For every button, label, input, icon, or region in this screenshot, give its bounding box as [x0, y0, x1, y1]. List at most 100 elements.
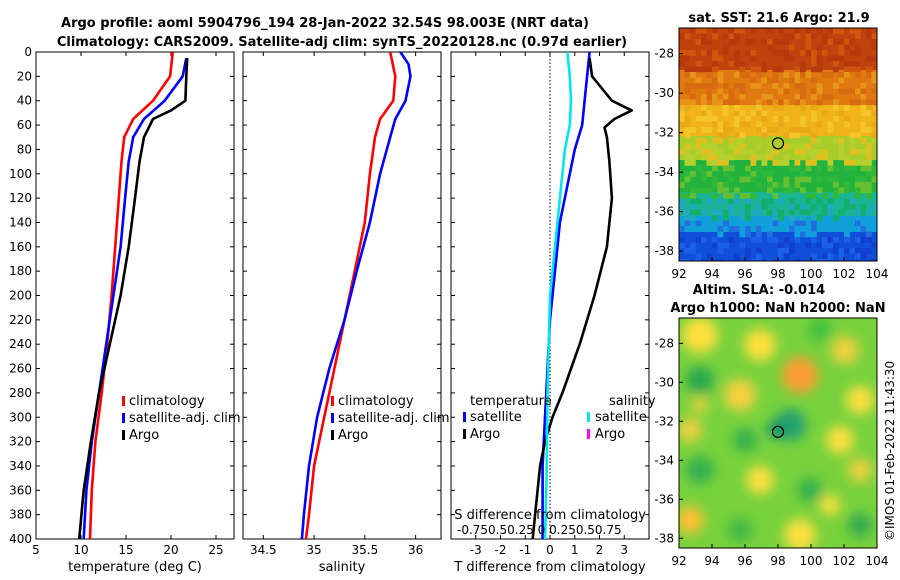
argo-float-marker — [771, 137, 785, 150]
sst-pixel — [816, 154, 823, 161]
sst-pixel — [783, 253, 790, 260]
sst-pixel — [679, 50, 685, 56]
sst-pixel — [772, 160, 779, 166]
sst-pixel — [811, 215, 817, 221]
sst-pixel — [734, 105, 740, 111]
sst-pixel — [794, 204, 801, 210]
sst-pixel — [838, 138, 845, 144]
depth-tick-label: 120 — [9, 191, 32, 205]
sst-pixel — [844, 105, 850, 111]
depth-tick-label: 40 — [17, 94, 32, 108]
x-tick-label: 20 — [163, 543, 178, 557]
sst-pixel — [712, 176, 718, 183]
sst-pixel — [860, 88, 867, 95]
sst-pixel — [816, 242, 823, 249]
sst-pixel — [679, 33, 685, 40]
sla-anomaly-blob — [848, 458, 872, 482]
x-tick-label: 35 — [306, 543, 321, 557]
sst-pixel — [695, 138, 702, 144]
sst-pixel — [866, 182, 872, 188]
sst-pixel — [805, 39, 812, 45]
lon-tick-label: 96 — [737, 267, 752, 281]
sst-pixel — [783, 50, 790, 56]
sst-pixel — [728, 198, 735, 205]
sst-pixel — [783, 99, 790, 106]
sst-pixel — [833, 66, 839, 73]
sst-pixel — [860, 83, 867, 89]
legend-label-climatology: climatology — [338, 394, 414, 409]
sst-pixel — [756, 154, 762, 161]
sst-pixel — [684, 83, 691, 89]
sst-pixel — [794, 182, 801, 188]
sst-pixel — [805, 28, 812, 34]
sst-pixel — [772, 50, 779, 56]
sst-pixel — [844, 231, 850, 238]
sst-pixel — [855, 187, 861, 194]
lon-tick-label: 100 — [800, 554, 823, 568]
sst-pixel — [701, 105, 707, 111]
x-tick-label: -2 — [495, 543, 507, 557]
lat-tick-label: -34 — [654, 165, 674, 179]
sst-pixel — [706, 160, 713, 166]
sst-pixel — [871, 121, 877, 128]
sst-pixel — [717, 209, 724, 216]
lon-tick-label: 96 — [737, 554, 752, 568]
sst-pixel — [855, 193, 861, 199]
sst-pixel — [684, 50, 691, 56]
sla-anomaly-blob — [808, 318, 832, 342]
sst-pixel — [756, 253, 762, 260]
lon-tick-label: 102 — [833, 554, 856, 568]
sst-pixel — [811, 110, 817, 117]
sst-pixel — [756, 209, 762, 216]
sst-pixel — [783, 55, 790, 62]
sla-anomaly-blob — [784, 519, 816, 548]
sst-pixel — [717, 121, 724, 128]
sst-lat-tick-labels: -28 -30 -32 -34 -36 -38 — [654, 47, 683, 258]
sst-pixel — [701, 171, 707, 177]
sst-pixel — [844, 39, 850, 45]
sst-pixel — [827, 160, 834, 166]
sst-pixel — [679, 110, 685, 117]
lon-tick-label: 94 — [704, 554, 719, 568]
sst-pixel — [844, 154, 850, 161]
sst-pixel — [778, 50, 784, 56]
sst-pixel — [690, 72, 696, 78]
salinity-tick-labels: 34.5 35 35.5 36 — [250, 52, 423, 557]
sla-anomaly-blob — [831, 336, 859, 364]
legend-swatch-argo — [463, 429, 466, 439]
sst-pixel — [712, 77, 718, 84]
sst-pixel — [717, 132, 724, 139]
sst-pixel — [871, 110, 877, 117]
sst-pixel — [800, 204, 806, 210]
sst-pixel — [805, 127, 812, 133]
x-tick-label: 36 — [408, 543, 423, 557]
sst-pixel — [789, 44, 795, 51]
sst-pixel — [767, 149, 773, 155]
sst-pixel — [805, 176, 812, 183]
sst-pixel — [849, 165, 856, 172]
sst-pixel — [866, 149, 872, 155]
sst-pixel — [723, 83, 729, 89]
sst-pixel — [761, 66, 768, 73]
sst-pixel — [706, 83, 713, 89]
sst-pixel — [690, 209, 696, 216]
sst-pixel — [838, 77, 845, 84]
sst-pixel — [706, 259, 713, 261]
legend-title-temperature: temperature — [470, 394, 552, 409]
sst-pixel — [800, 88, 806, 95]
sst-pixel — [805, 44, 812, 51]
lon-tick-label: 104 — [866, 267, 889, 281]
sst-pixel — [789, 220, 795, 227]
sst-pixel — [783, 132, 790, 139]
sst-pixel — [734, 138, 740, 144]
sst-pixel — [750, 39, 757, 45]
sla-map-panel: Altim. SLA: -0.014 Argo h1000: NaN h2000… — [654, 283, 888, 568]
sst-pixel — [695, 259, 702, 261]
sst-pixel — [789, 242, 795, 249]
legend-label-argo: Argo — [129, 428, 159, 443]
sst-pixel — [822, 209, 828, 216]
sst-pixel — [855, 149, 861, 155]
sst-pixel — [739, 209, 746, 216]
sst-pixel — [794, 165, 801, 172]
sst-pixel — [855, 226, 861, 232]
